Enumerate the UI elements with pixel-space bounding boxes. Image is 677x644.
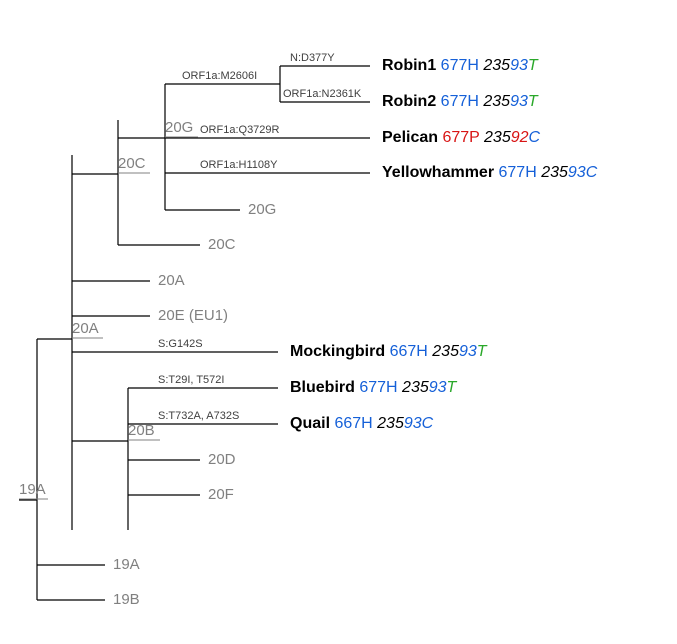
tip-yellowhammer: Yellowhammer 677H 23593C [382, 164, 598, 181]
mutation-label: S:T29I, T572I [158, 374, 224, 386]
mutation-label: S:T732A, A732S [158, 410, 239, 422]
tip-mockingbird: Mockingbird 667H 23593T [290, 343, 488, 360]
clade-tip-20f: 20F [208, 486, 234, 503]
mutation-label: ORF1a:M2606I [182, 70, 257, 82]
mutation-label: S:G142S [158, 338, 203, 350]
clade-label-20g: 20G [165, 119, 193, 136]
clade-tip-20g: 20G [248, 201, 276, 218]
tip-pelican: Pelican 677P 23592C [382, 129, 541, 146]
clade-tip-19b: 19B [113, 591, 140, 608]
clade-tip-20c: 20C [208, 236, 236, 253]
clade-label-20c: 20C [118, 155, 146, 172]
clade-label-19a: 19A [19, 481, 46, 498]
mutation-label: ORF1a:N2361K [283, 88, 362, 100]
phylogenetic-tree: 19A 20A 20C 20G 20B 20G 20C 20A 20E (EU1) 20D 20F 1… [0, 0, 677, 644]
clade-tip-20d: 20D [208, 451, 236, 468]
mutation-label: ORF1a:H1108Y [200, 159, 278, 171]
clade-tip-20eeu1: 20E (EU1) [158, 307, 228, 324]
tip-robin1: Robin1 677H 23593T [382, 57, 539, 74]
mutation-label: N:D377Y [290, 52, 335, 64]
mutation-label: ORF1a:Q3729R [200, 124, 280, 136]
clade-tip-20a: 20A [158, 272, 185, 289]
tip-robin2: Robin2 677H 23593T [382, 93, 539, 110]
tip-bluebird: Bluebird 677H 23593T [290, 379, 458, 396]
clade-label-20b: 20B [128, 422, 155, 439]
clade-tip-19a: 19A [113, 556, 140, 573]
clade-label-20a: 20A [72, 320, 99, 337]
tip-quail: Quail 667H 23593C [290, 415, 434, 432]
